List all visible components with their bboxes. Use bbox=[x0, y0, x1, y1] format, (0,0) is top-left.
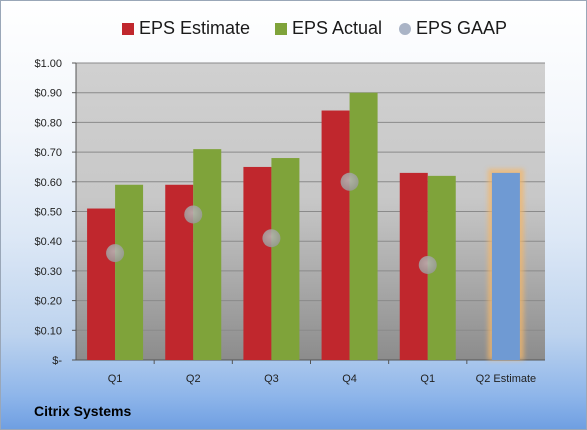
bar-eps-estimate bbox=[87, 208, 116, 360]
bar-eps-estimate-future bbox=[491, 172, 520, 360]
x-tick-label: Q3 bbox=[264, 373, 279, 385]
y-tick-label: $0.10 bbox=[34, 325, 62, 337]
company-name: Citrix Systems bbox=[34, 403, 132, 419]
bar-eps-estimate bbox=[321, 110, 350, 361]
legend-swatch-eps-estimate bbox=[122, 22, 134, 35]
dot-eps-gaap bbox=[418, 255, 437, 274]
legend-swatch-eps-gaap bbox=[399, 22, 411, 35]
legend-item-eps-estimate: EPS Estimate bbox=[122, 18, 250, 39]
bar-eps-actual bbox=[115, 184, 144, 360]
bar-eps-actual bbox=[271, 158, 300, 360]
y-tick-label: $0.40 bbox=[34, 236, 62, 248]
legend-label-eps-estimate: EPS Estimate bbox=[139, 18, 251, 38]
y-tick-label: $0.60 bbox=[34, 177, 62, 189]
y-tick-label: $0.80 bbox=[34, 117, 62, 129]
legend-label-eps-actual: EPS Actual bbox=[292, 18, 383, 38]
x-tick-label: Q2 Estimate bbox=[476, 373, 537, 385]
dot-eps-gaap bbox=[340, 172, 359, 191]
y-tick-label: $0.30 bbox=[34, 266, 62, 278]
legend-swatch-eps-actual bbox=[275, 22, 287, 35]
chart-legend: EPS Estimate EPS Actual EPS GAAP bbox=[1, 18, 586, 42]
x-tick-label: Q1 bbox=[108, 373, 123, 385]
y-tick-label: $1.00 bbox=[34, 58, 62, 70]
dot-eps-gaap bbox=[262, 229, 281, 248]
x-tick-label: Q4 bbox=[342, 373, 357, 385]
bar-eps-actual bbox=[349, 92, 378, 360]
y-tick-label: $0.70 bbox=[34, 147, 62, 159]
x-tick-label: Q2 bbox=[186, 373, 201, 385]
dot-eps-gaap bbox=[184, 205, 203, 224]
bar-eps-actual bbox=[193, 149, 222, 360]
y-tick-label: $- bbox=[52, 355, 62, 367]
dot-eps-gaap bbox=[106, 244, 125, 263]
x-tick-label: Q1 bbox=[420, 373, 435, 385]
y-tick-label: $0.90 bbox=[34, 88, 62, 100]
bar-eps-estimate bbox=[243, 166, 272, 360]
legend-item-eps-gaap: EPS GAAP bbox=[399, 18, 507, 39]
y-tick-label: $0.20 bbox=[34, 296, 62, 308]
y-tick-label: $0.50 bbox=[34, 207, 62, 219]
legend-label-eps-gaap: EPS GAAP bbox=[416, 18, 508, 38]
legend-item-eps-actual: EPS Actual bbox=[275, 18, 382, 39]
